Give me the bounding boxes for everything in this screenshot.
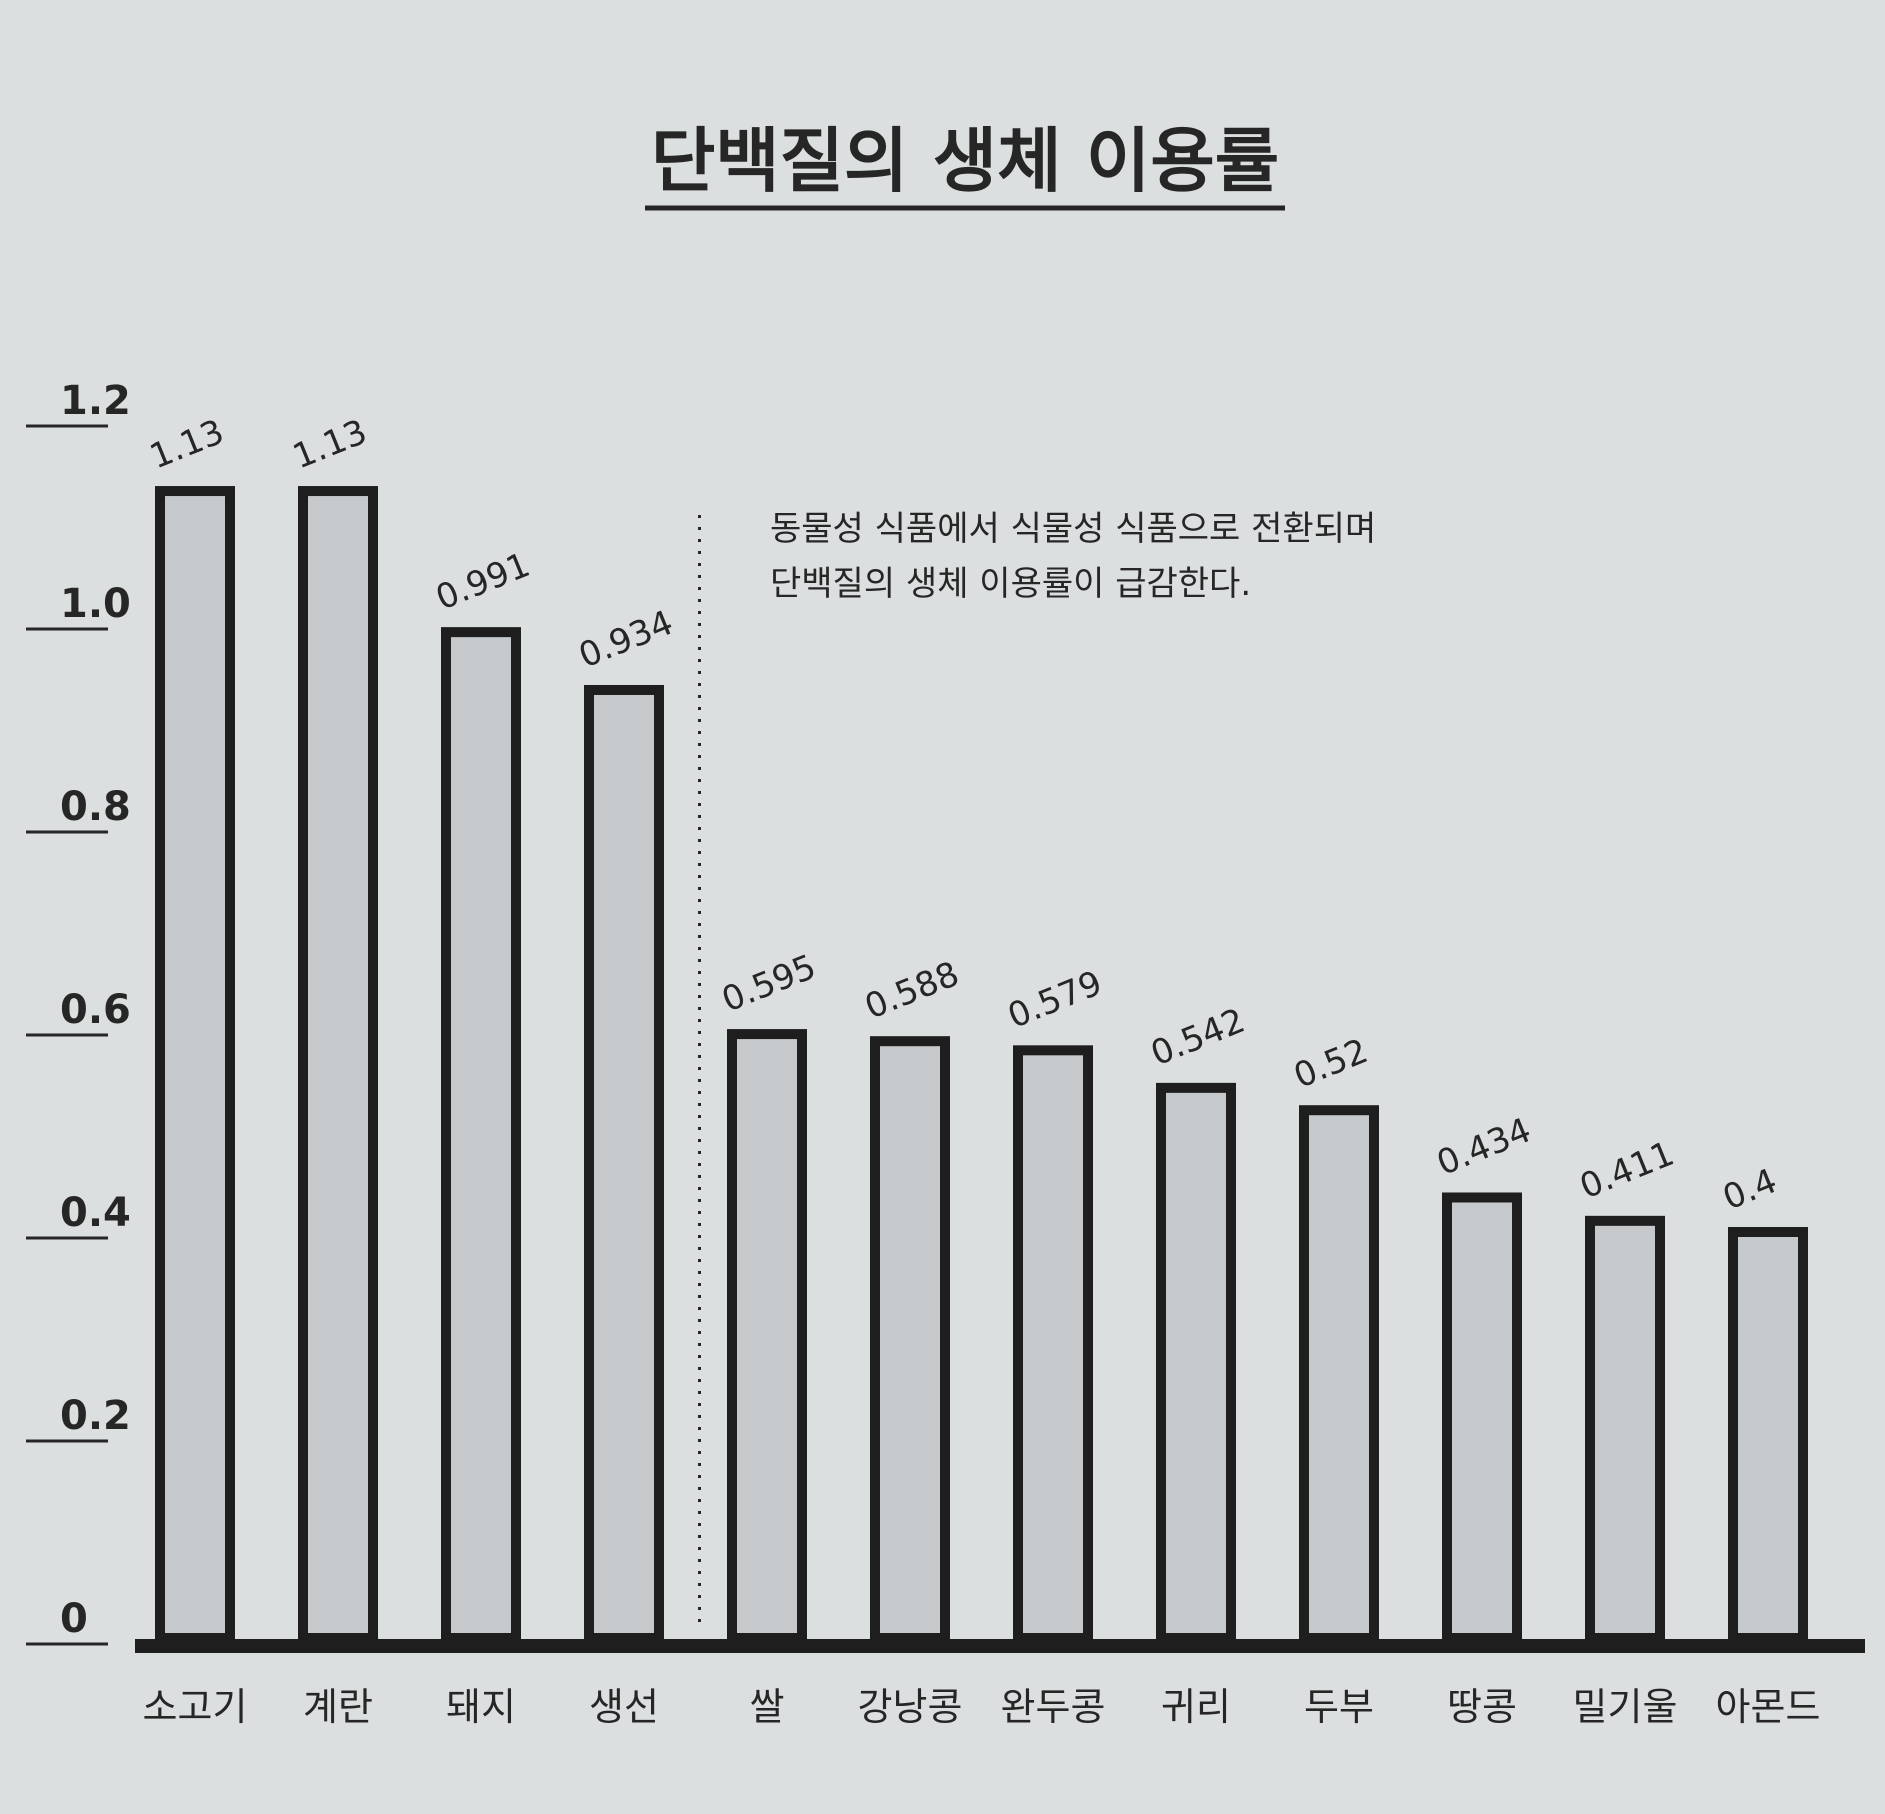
bar-value-label: 0.934 — [573, 603, 678, 677]
y-tick-label: 1.0 — [60, 581, 131, 627]
bar-value-label: 0.411 — [1574, 1134, 1679, 1208]
x-tick-label: 쌀 — [750, 1685, 785, 1729]
chart-title: 단백질의 생체 이용률 — [651, 120, 1279, 202]
bar-value-label: 0.595 — [716, 947, 821, 1021]
x-tick-label: 땅콩 — [1447, 1685, 1517, 1729]
bar-value-label: 0.991 — [430, 545, 535, 619]
bar-value-label: 0.52 — [1288, 1031, 1373, 1096]
x-tick-label: 계란 — [303, 1685, 373, 1729]
bar — [870, 1036, 950, 1644]
y-tick-label: 1.2 — [60, 378, 131, 424]
x-tick-label: 생선 — [589, 1685, 659, 1729]
bar — [584, 684, 664, 1643]
y-tick-label: 0.8 — [60, 784, 131, 830]
x-tick-label: 돼지 — [446, 1685, 516, 1729]
bar-value-label: 0.588 — [859, 954, 964, 1028]
bar — [1585, 1215, 1665, 1643]
bar — [441, 627, 521, 1643]
y-tick-label: 0 — [60, 1596, 88, 1642]
x-tick-label: 두부 — [1304, 1685, 1374, 1729]
bar — [1299, 1105, 1379, 1643]
annotation-line-2: 단백질의 생체 이용률이 급감한다. — [770, 564, 1251, 604]
bar — [1156, 1082, 1236, 1643]
bar-value-label: 0.4 — [1717, 1161, 1782, 1218]
y-tick-label: 0.4 — [60, 1190, 131, 1236]
bar — [727, 1029, 807, 1643]
x-tick-label: 아몬드 — [1716, 1685, 1821, 1729]
bar-value-label: 1.13 — [287, 412, 372, 477]
y-tick-label: 0.6 — [60, 987, 131, 1033]
annotation: 동물성 식품에서 식물성 식품으로 전환되며 단백질의 생체 이용률이 급감한다… — [770, 509, 1376, 604]
x-tick-label: 귀리 — [1161, 1685, 1231, 1729]
bar — [1728, 1227, 1808, 1643]
x-tick-label: 강낭콩 — [858, 1685, 963, 1729]
bar — [155, 486, 235, 1643]
bar — [1442, 1192, 1522, 1643]
x-tick-label: 완두콩 — [1001, 1685, 1106, 1729]
bar — [298, 486, 378, 1643]
annotation-line-1: 동물성 식품에서 식물성 식품으로 전환되며 — [770, 509, 1376, 549]
x-tick-label: 밀기울 — [1573, 1685, 1678, 1729]
bar-value-label: 0.542 — [1145, 1001, 1250, 1075]
x-tick-label: 소고기 — [143, 1685, 248, 1729]
bar-value-label: 1.13 — [144, 412, 229, 477]
bar-value-label: 0.434 — [1431, 1110, 1536, 1184]
bar — [1013, 1045, 1093, 1643]
y-tick-label: 0.2 — [60, 1393, 131, 1439]
bar-value-label: 0.579 — [1002, 963, 1107, 1037]
